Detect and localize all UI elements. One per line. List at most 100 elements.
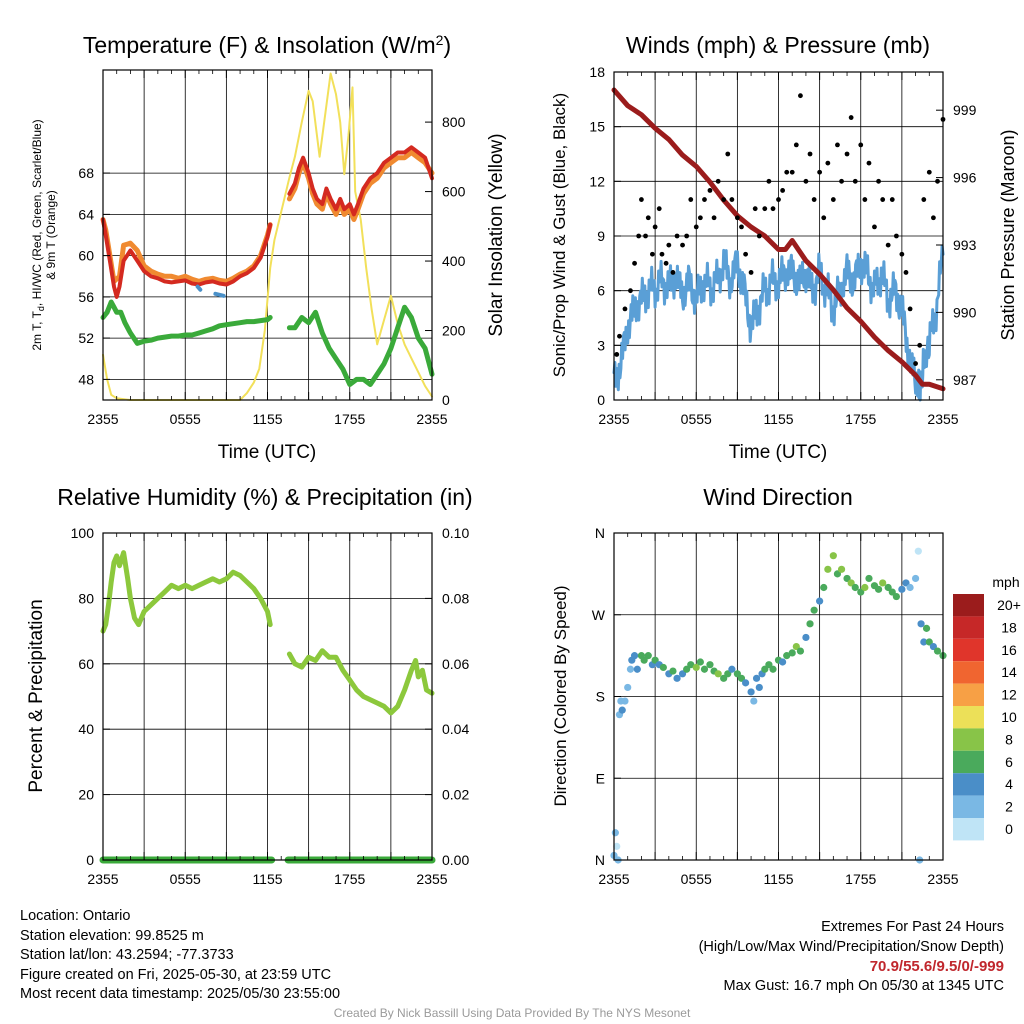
- wind-xtick-label: 2355: [927, 411, 958, 427]
- gust-point: [852, 178, 858, 184]
- temp-y2tick-label: 0: [442, 392, 450, 408]
- direction-point: [824, 565, 832, 573]
- direction-point: [820, 583, 828, 592]
- gust-point: [893, 233, 899, 239]
- gust-point: [862, 197, 868, 202]
- max-gust: Max Gust: 16.7 mph On 05/30 at 1345 UTC: [723, 977, 1004, 994]
- direction-point: [624, 683, 632, 692]
- wind-ytick-label: 15: [589, 119, 605, 135]
- direction-point: [618, 706, 626, 714]
- dir-xtick-label: 1155: [763, 871, 793, 887]
- gust-point: [821, 215, 827, 221]
- wind-y2tick-label: 987: [953, 372, 977, 388]
- dir-ytick-label: E: [596, 770, 605, 786]
- direction-point: [917, 620, 925, 628]
- direction-point: [865, 574, 873, 583]
- rh-y2tick-label: 0.02: [442, 787, 469, 803]
- dir-ytick-label: W: [592, 607, 606, 623]
- gust-point: [926, 169, 932, 175]
- direction-point: [788, 649, 796, 657]
- direction-point: [933, 647, 942, 655]
- rh-y2tick-label: 0.00: [442, 852, 469, 868]
- wind-ytick-label: 12: [589, 173, 605, 189]
- legend-label: 12: [1001, 687, 1017, 703]
- gust-point: [776, 197, 781, 202]
- gust-point: [866, 160, 872, 166]
- gust-point: [830, 197, 836, 202]
- direction-point: [613, 842, 621, 850]
- rh-ytick-label: 0: [86, 852, 94, 868]
- gust-point: [839, 178, 844, 184]
- direction-point: [892, 592, 900, 601]
- wind-y2tick-label: 999: [953, 102, 977, 118]
- legend-swatch: [953, 683, 984, 706]
- direction-point: [714, 670, 722, 678]
- winds-panel: Winds (mph) & Pressure (mb) 2355 0555 1155…: [550, 32, 1018, 463]
- gust-point: [711, 215, 717, 221]
- gust-point: [628, 288, 633, 294]
- rh-ytick-label: 60: [78, 656, 94, 672]
- legend-label: 0: [1005, 821, 1013, 837]
- direction-point: [920, 638, 928, 646]
- gust-point: [880, 197, 886, 202]
- temp-ytick-label: 56: [78, 289, 94, 305]
- direction-point: [851, 583, 859, 592]
- gust-point: [899, 251, 905, 257]
- dir-xtick-label: 0555: [681, 871, 712, 887]
- gust-point: [739, 224, 744, 230]
- gust-point: [748, 270, 754, 275]
- direction-point: [644, 652, 652, 660]
- rh-xtick-label: 2355: [416, 871, 447, 887]
- direction-point: [747, 688, 755, 696]
- figure-created: Figure created on Fri, 2025-05-30, at 23…: [20, 966, 332, 983]
- temp-2m-line: [287, 145, 434, 217]
- direction-point: [829, 552, 837, 560]
- legend-label: 6: [1005, 754, 1013, 770]
- gust-point: [803, 178, 809, 184]
- dir-ytick-label: N: [595, 852, 605, 868]
- gust-point: [780, 188, 786, 193]
- gust-point: [935, 178, 940, 184]
- station-location: Location: Ontario: [20, 908, 131, 924]
- extremes-subtitle: (High/Low/Max Wind/Precipitation/Snow De…: [698, 938, 1004, 955]
- dir-xtick-label: 2355: [598, 871, 629, 887]
- gust-point: [743, 251, 748, 257]
- rh-y2tick-label: 0.04: [442, 721, 469, 737]
- legend-label: 20+: [997, 597, 1021, 613]
- wind-direction-ylabel-left: Direction (Colored By Speed): [551, 585, 570, 806]
- legend-label: 2: [1005, 799, 1013, 815]
- wind-xtick-label: 1755: [845, 411, 876, 427]
- direction-point: [861, 583, 869, 592]
- temp-ytick-label: 68: [78, 165, 94, 181]
- legend-swatch: [953, 616, 984, 639]
- gust-point: [680, 242, 685, 248]
- gust-point: [921, 197, 927, 202]
- legend-swatch: [953, 795, 984, 818]
- rh-ytick-label: 20: [78, 787, 94, 803]
- gust-point: [684, 233, 690, 239]
- gust-point: [663, 260, 669, 266]
- gust-point: [844, 151, 850, 157]
- rh-ytick-label: 100: [71, 525, 95, 541]
- temp-y2tick-label: 800: [442, 114, 466, 130]
- gust-point: [688, 197, 694, 202]
- rh-y2tick-label: 0.06: [442, 656, 469, 672]
- dir-xtick-label: 1755: [845, 871, 876, 887]
- direction-point: [769, 665, 777, 673]
- wind-xtick-label: 0555: [681, 411, 712, 427]
- winds-title: Winds (mph) & Pressure (mb): [626, 32, 930, 58]
- gust-point: [789, 169, 795, 175]
- direction-point: [669, 667, 677, 675]
- pressure-ylabel-right: Station Pressure (Maroon): [998, 129, 1018, 340]
- wind-ytick-label: 9: [597, 228, 605, 244]
- winds-xlabel: Time (UTC): [729, 442, 828, 463]
- legend-label: 8: [1005, 731, 1013, 747]
- wind-y2tick-label: 993: [953, 237, 977, 253]
- insolation-ylabel-right: Solar Insolation (Yellow): [486, 133, 507, 336]
- gust-point: [715, 178, 721, 184]
- gust-point: [734, 215, 740, 221]
- wind-chill-segment: [195, 284, 203, 292]
- gust-point: [659, 251, 665, 257]
- pressure-line: [611, 87, 946, 392]
